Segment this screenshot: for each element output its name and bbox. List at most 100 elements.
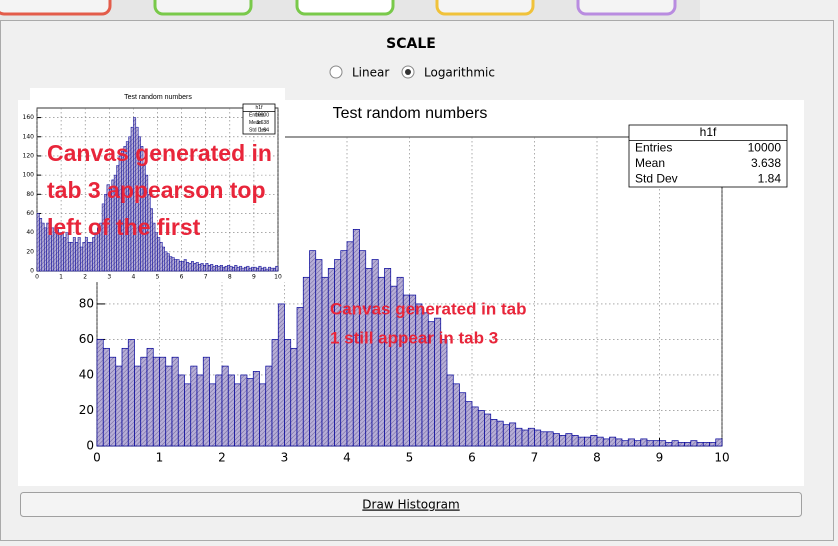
x-tick-label: 3 — [107, 274, 111, 281]
hist-bar — [234, 383, 242, 447]
hist-bar — [84, 237, 88, 272]
stats-value: 1.84 — [758, 171, 782, 185]
x-tick-label: 5 — [406, 451, 414, 465]
hist-bar — [203, 264, 206, 272]
hist-bar — [109, 356, 117, 447]
y-tick-label: 40 — [26, 229, 34, 236]
hist-bar — [157, 237, 161, 272]
hist-bar — [690, 440, 698, 447]
y-tick-label: 140 — [23, 133, 35, 140]
stats-label: Entries — [635, 140, 672, 154]
hist-bar — [296, 307, 304, 447]
hist-bar — [152, 356, 160, 447]
scale-title: SCALE — [386, 36, 436, 52]
tab[interactable] — [435, 0, 535, 16]
hist-bar — [465, 401, 473, 447]
stats-name: h1f — [700, 125, 717, 139]
hist-bar — [259, 383, 267, 447]
hist-bar — [177, 374, 185, 447]
hist-bar — [159, 241, 163, 272]
hist-bar — [502, 424, 510, 447]
tab[interactable] — [576, 0, 677, 16]
radio-button[interactable] — [329, 65, 343, 79]
hist-bar — [477, 410, 485, 447]
hist-bar — [602, 438, 610, 447]
hist-bar — [181, 261, 185, 272]
hist-bar — [244, 266, 247, 272]
hist-bar — [215, 264, 218, 272]
tab-active[interactable] — [295, 0, 395, 16]
hist-bar — [224, 265, 228, 272]
radio-label: Logarithmic — [424, 66, 495, 80]
hist-bar — [260, 267, 264, 272]
hist-bar — [684, 442, 692, 447]
stats-label: Mean — [249, 120, 262, 126]
hist-bar — [41, 222, 45, 272]
hist-bar — [36, 213, 40, 272]
hist-bar — [253, 266, 257, 272]
radio-label: Linear — [352, 66, 389, 80]
hist-bar — [315, 259, 323, 447]
hist-bar — [284, 339, 292, 447]
hist-bar — [239, 265, 243, 272]
y-tick-label: 20 — [26, 248, 34, 255]
hist-bar — [212, 265, 216, 272]
hist-bar — [72, 237, 76, 272]
hist-bar — [275, 265, 279, 272]
hist-bar — [82, 241, 86, 272]
hist-bar — [210, 264, 214, 272]
x-tick-label: 7 — [204, 274, 208, 281]
hist-bar — [89, 241, 93, 272]
x-tick-label: 8 — [593, 451, 601, 465]
y-tick-label: 0 — [86, 439, 94, 453]
radio-dot — [405, 69, 411, 75]
y-tick-label: 100 — [23, 172, 35, 179]
hist-bar — [77, 237, 81, 272]
hist-bar — [496, 420, 504, 447]
tab[interactable] — [0, 0, 112, 16]
hist-bar — [121, 150, 125, 272]
hist-bar — [169, 256, 173, 272]
hist-bar — [521, 429, 529, 447]
hist-bar — [359, 250, 367, 447]
hist-bar — [176, 259, 180, 272]
draw-button[interactable] — [20, 492, 802, 517]
hist-bar — [188, 263, 192, 272]
hist-bar — [384, 268, 392, 447]
x-tick-label: 1 — [59, 274, 63, 281]
hist-bar — [327, 268, 335, 447]
hist-title: Test random numbers — [333, 105, 488, 122]
hist-bar — [270, 267, 274, 272]
hist-bar — [215, 374, 223, 447]
stats-value: 10000 — [255, 113, 269, 119]
hist-bar — [240, 374, 248, 447]
annotation-line: left of the first — [47, 214, 201, 240]
stats-value: 3.638 — [751, 156, 781, 170]
hist-bar — [715, 438, 723, 447]
hist-bar — [277, 303, 285, 447]
hist-bar — [207, 264, 211, 272]
hist-bar — [696, 442, 704, 447]
hist-bar — [302, 276, 310, 447]
hist-bar — [634, 440, 642, 447]
hist-bar — [195, 262, 199, 272]
hist-bar — [334, 259, 342, 447]
hist-bar — [221, 365, 229, 447]
hist-bar — [677, 442, 685, 447]
hist-bar — [584, 436, 592, 447]
x-tick-label: 10 — [274, 274, 282, 281]
hist-bar — [193, 263, 197, 272]
hist-bar — [290, 347, 298, 447]
hist-bar — [200, 263, 204, 272]
hist-bar — [171, 356, 179, 447]
tab[interactable] — [153, 0, 253, 16]
x-tick-label: 3 — [281, 451, 289, 465]
hist-bar — [96, 339, 104, 447]
hist-bar — [80, 246, 84, 272]
hist-title: Test random numbers — [124, 94, 192, 101]
hist-bar — [459, 392, 467, 447]
hist-bar — [146, 347, 154, 447]
hist-bar — [178, 261, 182, 272]
hist-bar — [265, 268, 269, 272]
hist-bar — [87, 241, 91, 272]
